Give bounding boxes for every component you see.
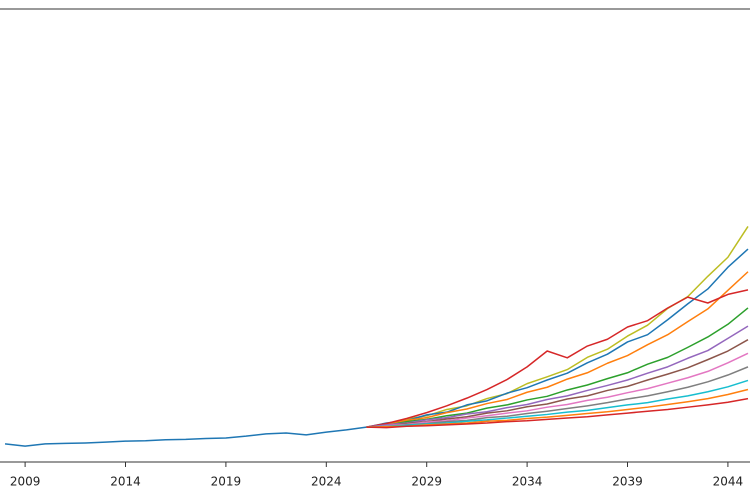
x-tick-label: 2019	[211, 475, 242, 489]
x-tick-label: 2044	[713, 475, 744, 489]
x-tick-label: 2014	[110, 475, 141, 489]
x-tick-label: 2024	[311, 475, 342, 489]
x-tick-label: 2009	[10, 475, 41, 489]
series-line	[366, 248, 749, 428]
plot-lines	[4, 226, 749, 447]
series-line	[4, 426, 367, 447]
series-line	[366, 289, 749, 428]
series-line	[366, 379, 749, 428]
series-line	[366, 397, 749, 429]
x-tick-label: 2039	[612, 475, 643, 489]
series-line	[366, 388, 749, 428]
series-line	[366, 271, 749, 428]
x-tick-label: 2029	[411, 475, 442, 489]
x-tick-label: 2034	[512, 475, 543, 489]
series-line	[366, 352, 749, 428]
series-line	[366, 325, 749, 428]
